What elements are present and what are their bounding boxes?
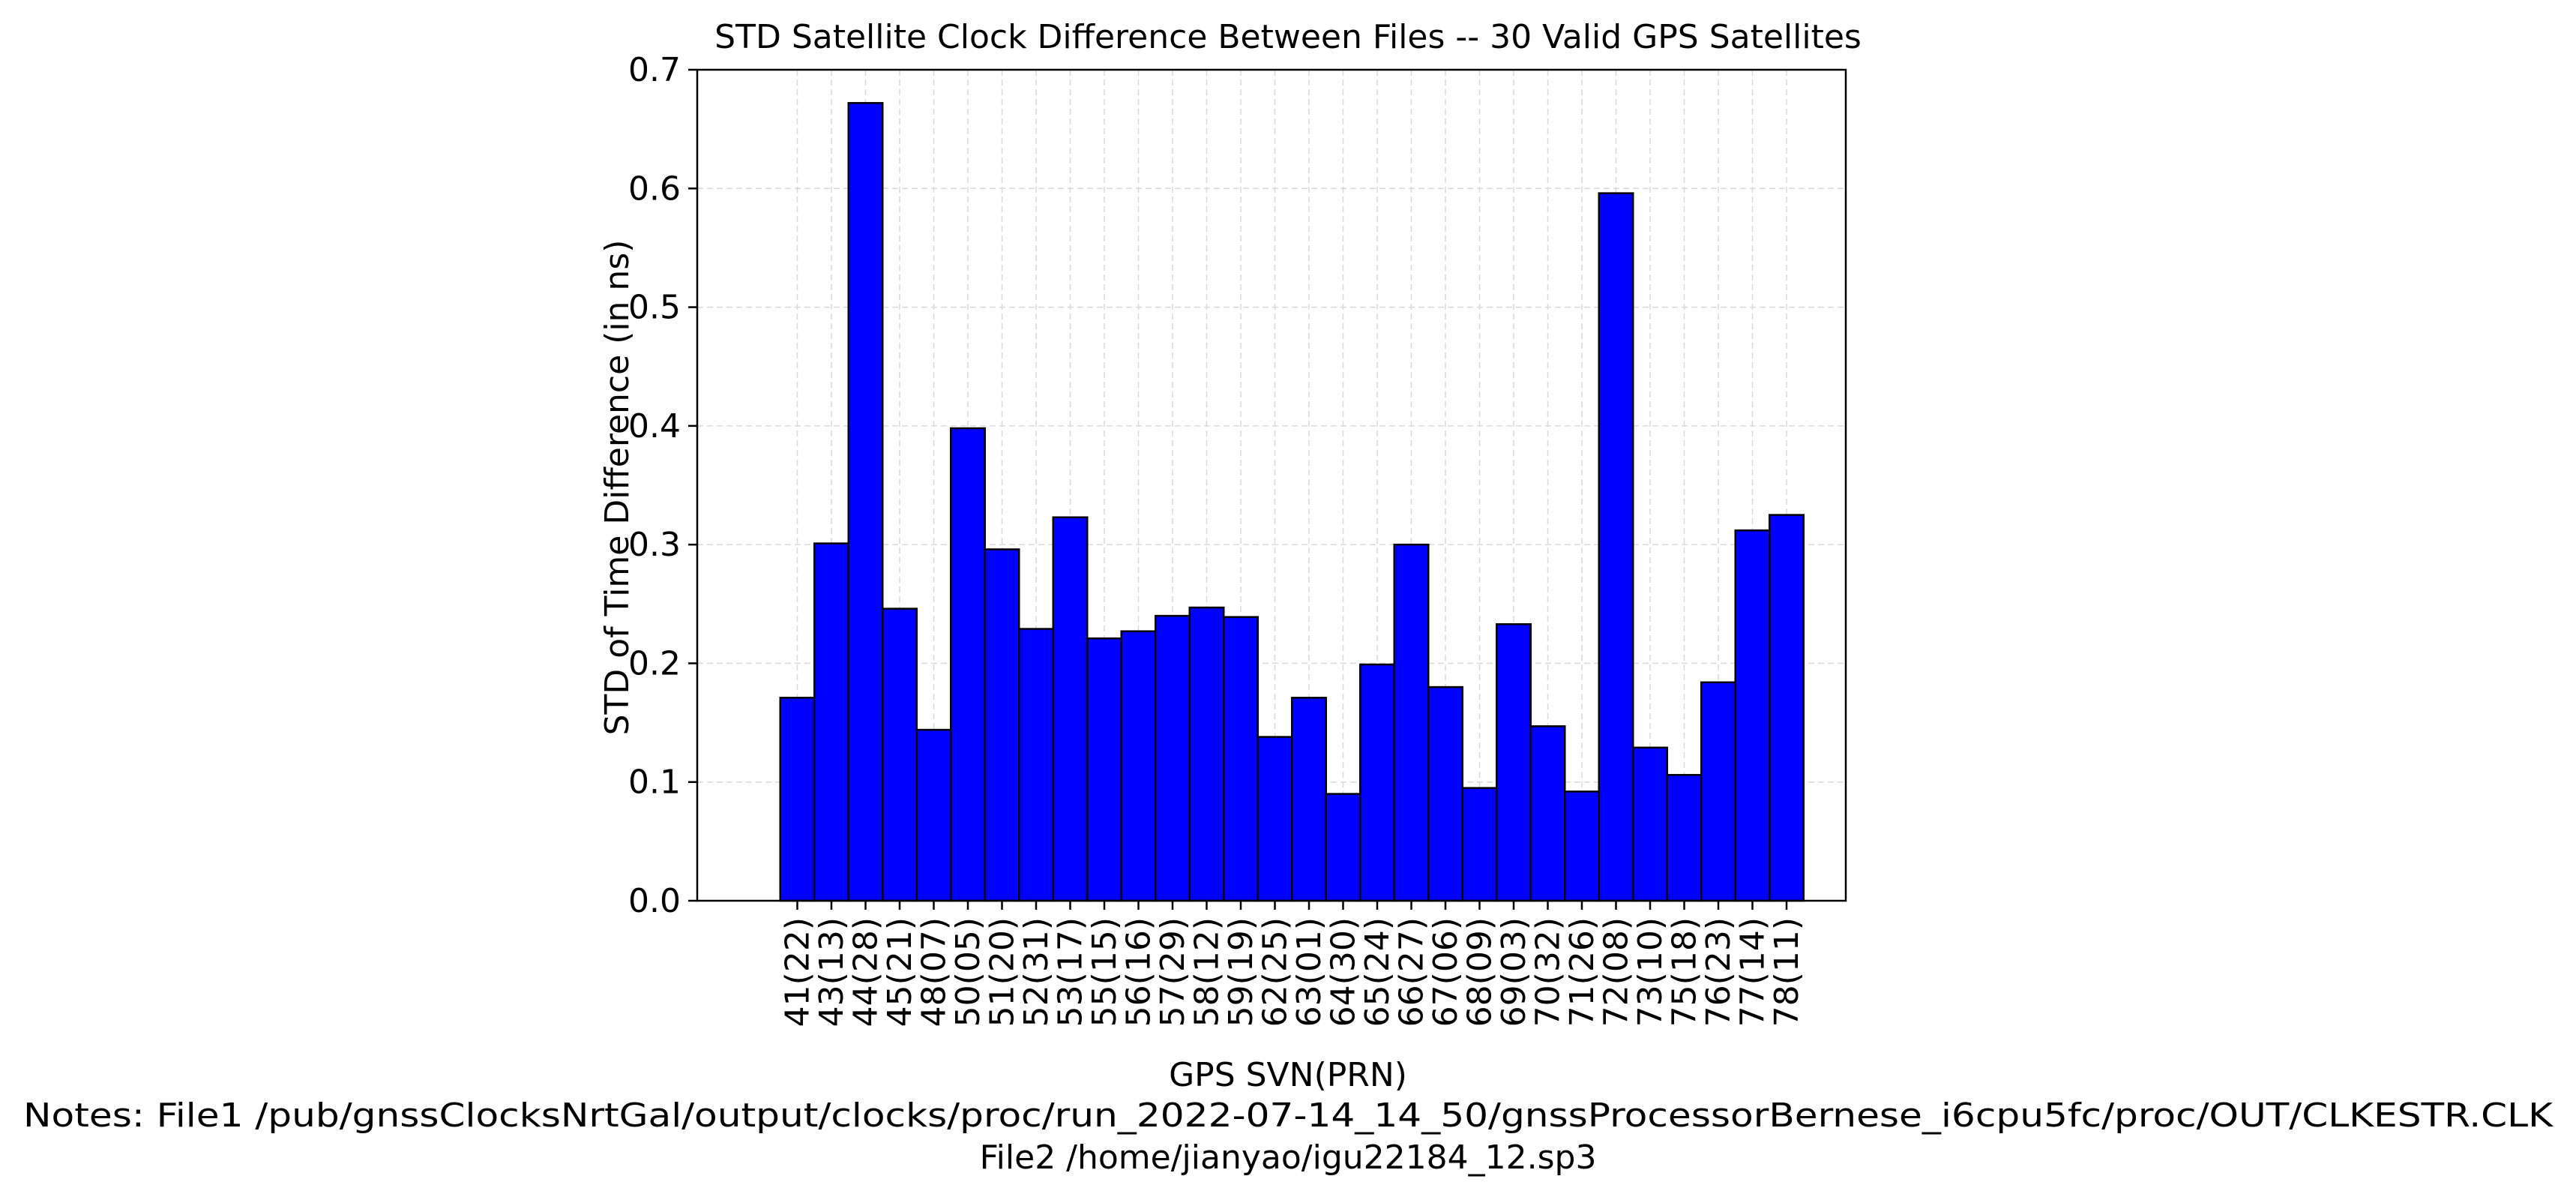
x-tick-label: 55(15): [1086, 917, 1124, 1027]
bar-77(14): [1734, 529, 1771, 902]
bar-52(31): [1018, 628, 1054, 902]
x-tick-label: 70(32): [1529, 917, 1568, 1027]
bar-62(25): [1257, 736, 1293, 902]
bar-63(01): [1291, 697, 1327, 902]
bar-69(03): [1496, 622, 1532, 902]
x-axis-label: GPS SVN(PRN): [1169, 1056, 1407, 1094]
bar-53(17): [1052, 516, 1089, 902]
bar-64(30): [1325, 793, 1361, 902]
bar-70(32): [1529, 725, 1566, 902]
y-tick-label: 0.2: [628, 644, 681, 682]
x-tick-label: 63(01): [1290, 917, 1328, 1027]
bar-76(23): [1700, 681, 1736, 902]
bar-45(21): [882, 608, 918, 902]
x-tick-label: 62(25): [1257, 917, 1295, 1027]
plot-frame: [696, 68, 1847, 902]
y-axis-label: STD of Time Difference (in ns): [598, 240, 637, 736]
bar-51(20): [984, 548, 1020, 902]
x-tick-label: 66(27): [1393, 917, 1431, 1027]
y-tick-label: 0.6: [628, 170, 681, 208]
bar-44(28): [847, 102, 884, 902]
y-tick-label: 0.1: [628, 764, 681, 802]
y-tick-label: 0.3: [628, 526, 681, 564]
x-tick-label: 50(05): [949, 917, 987, 1027]
bar-43(13): [813, 542, 849, 902]
bar-68(09): [1461, 787, 1498, 902]
x-axis-ticks: 41(22)43(13)44(28)45(21)48(07)50(05)51(2…: [779, 901, 1806, 1027]
bar-73(10): [1632, 746, 1668, 902]
x-tick-label: 72(08): [1598, 917, 1636, 1027]
x-tick-label: 75(18): [1666, 917, 1704, 1027]
x-tick-label: 64(30): [1325, 917, 1363, 1027]
bar-75(18): [1666, 773, 1703, 902]
x-tick-label: 73(10): [1631, 917, 1670, 1027]
bar-66(27): [1393, 543, 1430, 902]
bar-78(11): [1769, 514, 1805, 902]
x-tick-label: 44(28): [847, 917, 885, 1027]
x-tick-label: 56(16): [1120, 917, 1158, 1027]
x-tick-label: 53(17): [1052, 917, 1090, 1027]
x-tick-label: 51(20): [984, 917, 1022, 1027]
bar-57(29): [1155, 614, 1191, 902]
bar-72(08): [1598, 192, 1634, 902]
bar-67(06): [1427, 686, 1463, 902]
notes-line-2: File2 /home/jianyao/igu22184_12.sp3: [980, 1138, 1597, 1177]
y-axis-ticks: 0.0 0.1 0.2 0.3 0.4 0.5 0.6 0.7: [628, 51, 697, 920]
x-tick-label: 78(11): [1768, 917, 1806, 1027]
y-tick-label: 0.7: [628, 51, 681, 89]
bar-65(24): [1359, 663, 1395, 902]
y-tick-label: 0.0: [628, 882, 681, 920]
bar-48(07): [915, 728, 952, 902]
y-tick-label: 0.4: [628, 407, 681, 446]
x-tick-label: 67(06): [1427, 917, 1465, 1027]
x-tick-label: 71(26): [1563, 917, 1601, 1027]
x-tick-label: 68(09): [1461, 917, 1499, 1027]
x-tick-label: 65(24): [1358, 917, 1397, 1027]
x-tick-label: 43(13): [813, 917, 851, 1027]
bar-71(26): [1564, 790, 1600, 902]
x-tick-label: 57(29): [1154, 917, 1192, 1027]
bar-series: [779, 102, 1805, 902]
x-tick-label: 59(19): [1222, 917, 1260, 1027]
chart-title: STD Satellite Clock Difference Between F…: [714, 18, 1862, 56]
notes-line-1: Notes: File1 /pub/gnssClocksNrtGal/outpu…: [23, 1096, 2554, 1135]
x-tick-label: 69(03): [1495, 917, 1533, 1027]
bar-59(19): [1223, 616, 1259, 902]
x-tick-label: 52(31): [1017, 917, 1056, 1027]
bar-58(12): [1188, 606, 1225, 902]
bar-41(22): [779, 697, 816, 902]
y-tick-label: 0.5: [628, 289, 681, 327]
x-tick-label: 77(14): [1734, 917, 1772, 1027]
x-tick-label: 76(23): [1700, 917, 1738, 1027]
bar-50(05): [950, 427, 986, 902]
x-tick-label: 41(22): [779, 917, 817, 1027]
x-tick-label: 45(21): [881, 917, 919, 1027]
x-tick-label: 58(12): [1188, 917, 1227, 1027]
bar-56(16): [1120, 630, 1157, 902]
x-tick-label: 48(07): [915, 917, 954, 1027]
bar-55(15): [1086, 637, 1122, 902]
